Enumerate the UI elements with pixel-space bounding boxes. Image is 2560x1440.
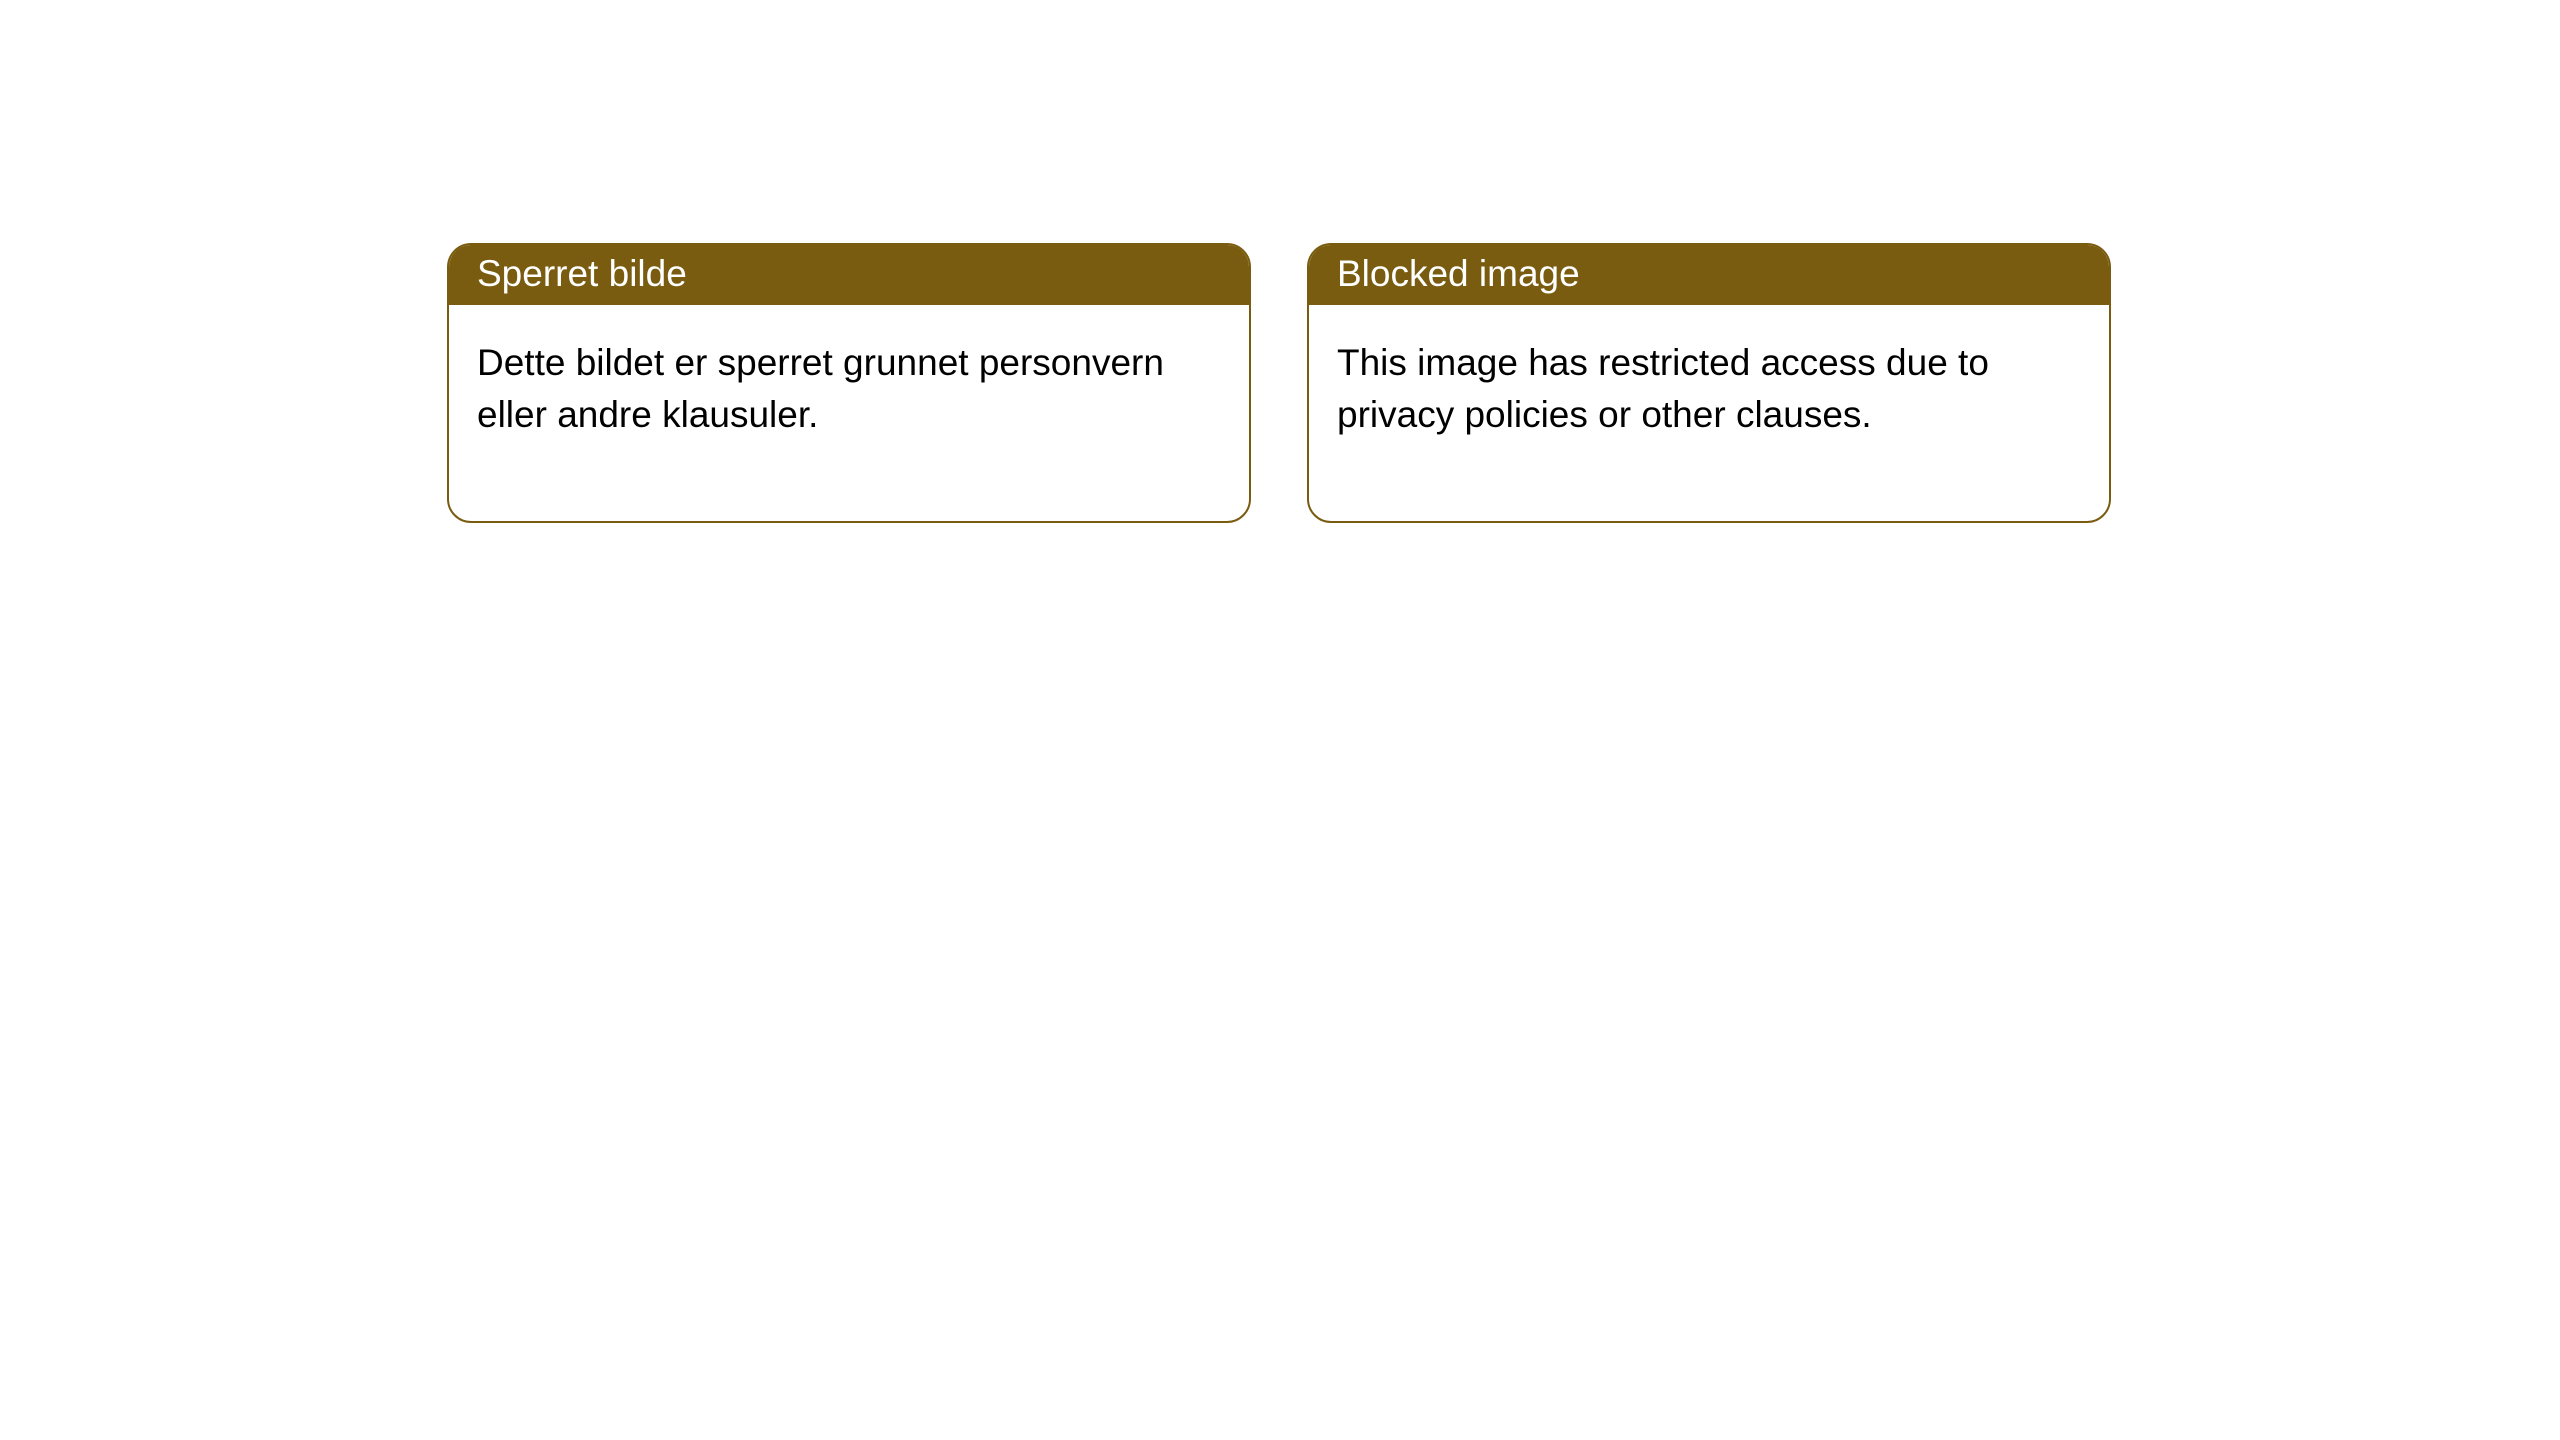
notice-card-norwegian: Sperret bilde Dette bildet er sperret gr… [447, 243, 1251, 523]
notice-header: Sperret bilde [449, 245, 1249, 305]
notice-header: Blocked image [1309, 245, 2109, 305]
notice-body: Dette bildet er sperret grunnet personve… [449, 305, 1249, 521]
notice-body: This image has restricted access due to … [1309, 305, 2109, 521]
notice-container: Sperret bilde Dette bildet er sperret gr… [0, 0, 2560, 523]
notice-card-english: Blocked image This image has restricted … [1307, 243, 2111, 523]
